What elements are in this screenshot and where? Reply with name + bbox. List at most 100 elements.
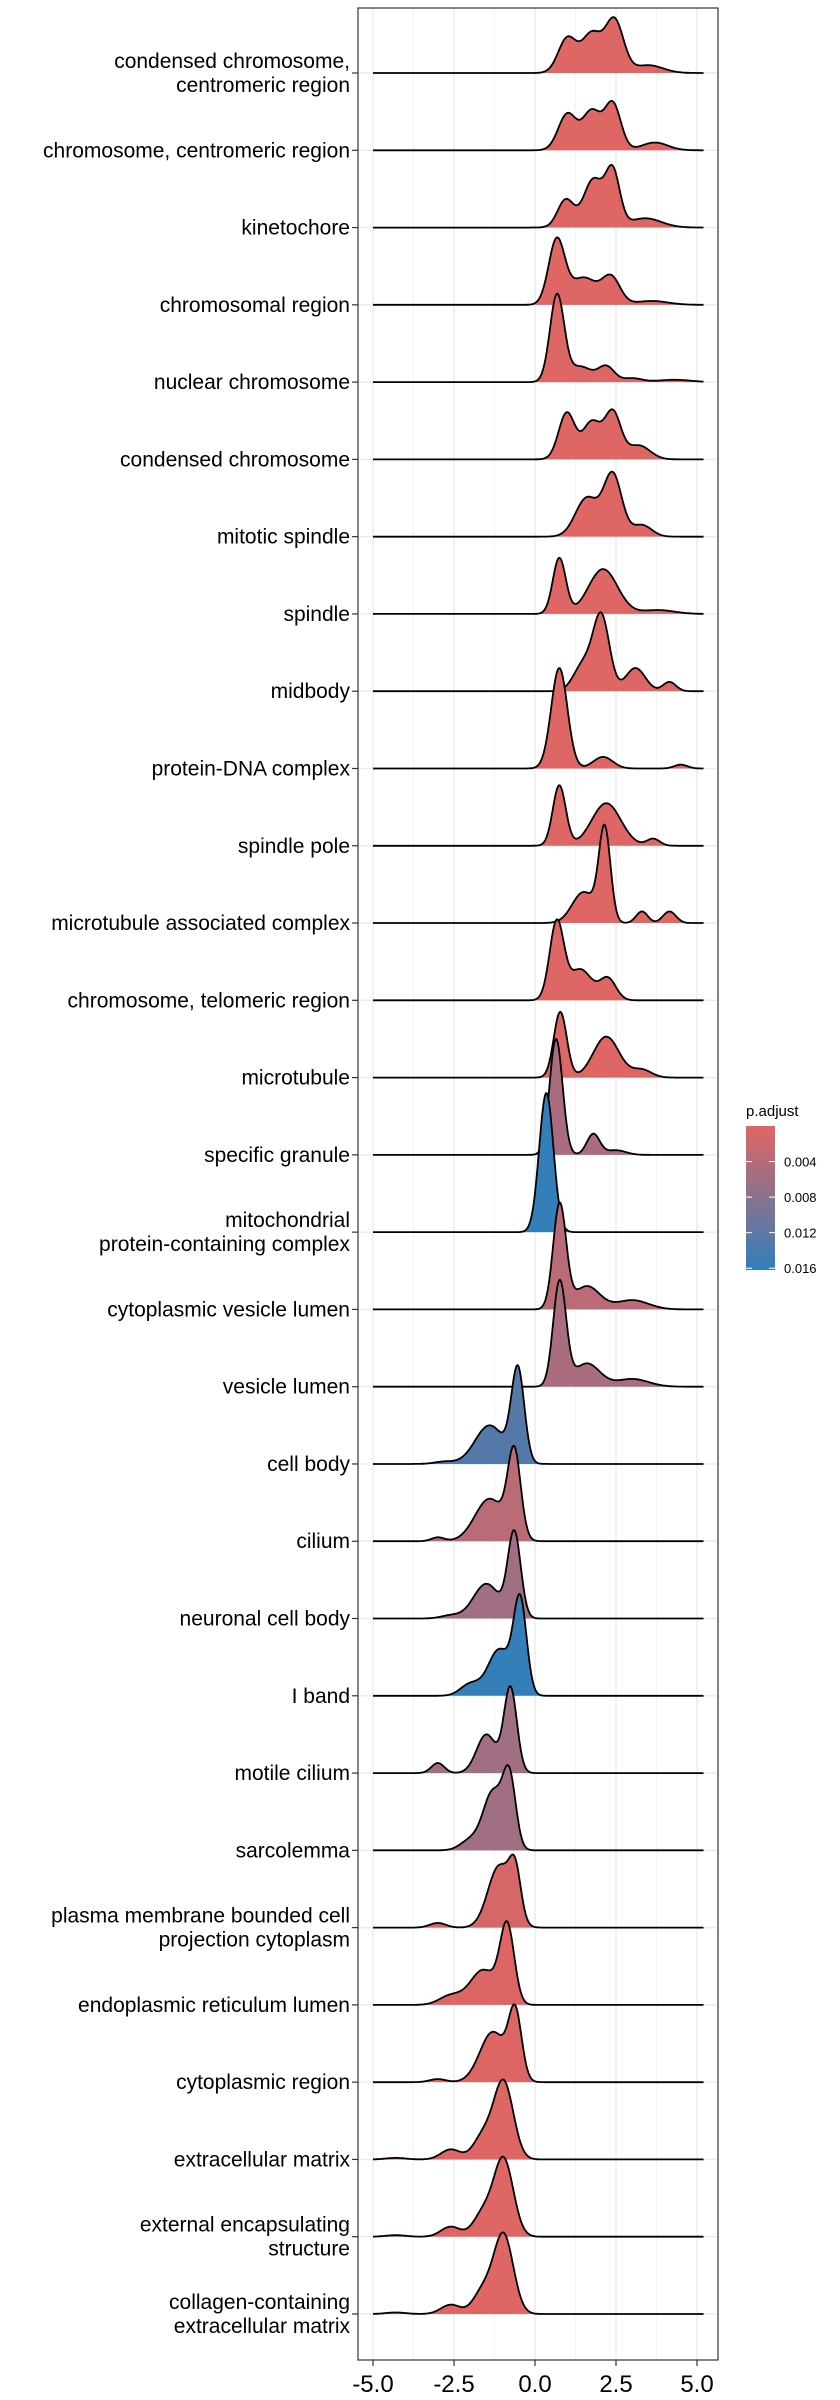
- y-tick-label: I band: [292, 1685, 350, 1708]
- y-tick-label: cytoplasmic region: [176, 2071, 350, 2094]
- ridge-27: [372, 2078, 704, 2161]
- y-tick-label: collagen-containing extracellular matrix: [169, 2291, 350, 2338]
- y-tick-label: kinetochore: [241, 217, 350, 240]
- ridge-line: [372, 1010, 704, 1079]
- y-tick-label-line: chromosomal region: [160, 294, 350, 317]
- y-tick-label-line: protein-DNA complex: [152, 757, 351, 780]
- y-tick-label-line: collagen-containing: [169, 2291, 350, 2314]
- y-tick-label: external encapsulating structure: [140, 2214, 350, 2261]
- legend-tick-label: 0.016: [784, 1261, 817, 1276]
- y-tick-label-line: cytoplasmic vesicle lumen: [107, 1298, 350, 1321]
- y-tick-label-line: motile cilium: [234, 1762, 350, 1785]
- y-tick-label-line: centromeric region: [176, 74, 350, 97]
- ridge-23: [372, 1764, 704, 1852]
- y-tick-label-line: condensed chromosome: [120, 448, 350, 471]
- ridge-fill: [373, 612, 704, 692]
- ridge-28: [372, 2155, 704, 2238]
- y-tick-label-line: nuclear chromosome: [154, 371, 350, 394]
- y-tick-label-line: chromosome, centromeric region: [43, 139, 350, 162]
- ridge-line: [372, 292, 704, 383]
- y-tick-label: motile cilium: [234, 1762, 350, 1785]
- ridge-line: [372, 784, 704, 847]
- ridge-15: [372, 1092, 704, 1233]
- ridge-line: [372, 1764, 704, 1852]
- y-tick-label: vesicle lumen: [223, 1376, 350, 1399]
- y-tick-label-line: chromosome, telomeric region: [68, 989, 350, 1012]
- y-tick-label-line: kinetochore: [241, 217, 350, 240]
- y-tick-label-line: mitochondrial: [225, 1209, 350, 1232]
- y-tick-label-line: endoplasmic reticulum lumen: [78, 1994, 350, 2017]
- ridge-4: [372, 292, 704, 383]
- ridge-18: [372, 1364, 704, 1465]
- ridge-10: [372, 784, 704, 847]
- y-tick-label-line: extracellular matrix: [174, 2148, 351, 2171]
- y-tick-label: protein-DNA complex: [152, 757, 351, 780]
- y-tick-label-line: plasma membrane bounded cell: [51, 1905, 350, 1928]
- ridge-19: [372, 1444, 704, 1543]
- y-tick-label-line: extracellular matrix: [174, 2315, 351, 2338]
- y-tick-label: chromosome, centromeric region: [43, 139, 350, 162]
- ridge-line: [372, 667, 704, 770]
- ridge-line: [372, 408, 704, 461]
- ridge-26: [372, 2003, 704, 2084]
- y-tick-label: mitotic spindle: [217, 526, 350, 549]
- ridge-line: [372, 1685, 704, 1774]
- legend-tick-label: 0.012: [784, 1226, 817, 1241]
- y-axis: condensed chromosome, centromeric region c…: [43, 50, 358, 2338]
- ridge-line: [372, 2003, 704, 2084]
- ridge-0: [372, 16, 704, 74]
- y-tick-label: cilium: [296, 1530, 350, 1553]
- ridge-fill: [373, 164, 704, 228]
- ridge-line: [372, 1092, 704, 1233]
- y-tick-label: microtubule associated complex: [51, 912, 350, 935]
- y-tick-label: neuronal cell body: [180, 1608, 351, 1631]
- y-tick-label-line: cell body: [267, 1453, 350, 1476]
- ridge-25: [372, 1920, 704, 2006]
- ridge-fill: [373, 100, 704, 151]
- ridge-fill: [373, 409, 704, 460]
- x-tick-label: 0.0: [518, 2371, 551, 2398]
- ridge-line: [372, 918, 704, 1002]
- y-tick-label-line: spindle pole: [238, 835, 350, 858]
- y-tick-label: chromosomal region: [160, 294, 350, 317]
- y-tick-label-line: structure: [268, 2238, 350, 2261]
- legend-tick-label: 0.004: [784, 1155, 817, 1170]
- legend-tick-label: 0.008: [784, 1190, 817, 1205]
- legend-ticks: 0.004 0.008 0.012 0.016: [746, 1155, 817, 1276]
- y-tick-label: midbody: [271, 680, 351, 703]
- ridge-line: [372, 2078, 704, 2161]
- ridge-line: [372, 1529, 704, 1620]
- ridge-20: [372, 1529, 704, 1620]
- y-tick-label-line: protein-containing complex: [99, 1233, 350, 1256]
- y-tick-label: microtubule: [241, 1067, 350, 1090]
- ridge-fill: [373, 1011, 704, 1078]
- ridge-7: [372, 556, 704, 615]
- ridge-8: [372, 611, 704, 693]
- y-tick-label-line: cilium: [296, 1530, 350, 1553]
- ridge-13: [372, 1010, 704, 1079]
- ridge-29: [372, 2231, 704, 2315]
- y-tick-label: nuclear chromosome: [154, 371, 350, 394]
- ridge-line: [372, 236, 704, 306]
- ridge-2: [372, 164, 704, 229]
- ridge-line: [372, 100, 704, 152]
- ridge-21: [372, 1593, 704, 1697]
- y-tick-label: sarcolemma: [236, 1839, 351, 1862]
- ridge-16: [372, 1201, 704, 1311]
- y-tick-label-line: sarcolemma: [236, 1839, 351, 1862]
- panel-border: [357, 7, 719, 2361]
- legend-colorbar: [746, 1126, 775, 1270]
- ridge-line: [372, 556, 704, 615]
- y-tick-label-line: neuronal cell body: [180, 1608, 351, 1631]
- y-tick-label-line: projection cytoplasm: [159, 1929, 350, 1952]
- ridge-line: [372, 611, 704, 693]
- y-tick-label-line: vesicle lumen: [223, 1376, 350, 1399]
- ridge-5: [372, 408, 704, 461]
- y-tick-label-line: microtubule associated complex: [51, 912, 350, 935]
- y-tick-label-line: condensed chromosome,: [114, 50, 350, 73]
- y-tick-label: cell body: [267, 1453, 350, 1476]
- y-tick-label: plasma membrane bounded cell projection c…: [51, 1905, 350, 1952]
- ridge-line: [372, 2231, 704, 2315]
- ridge-line: [372, 1444, 704, 1543]
- ridge-fill: [373, 785, 704, 846]
